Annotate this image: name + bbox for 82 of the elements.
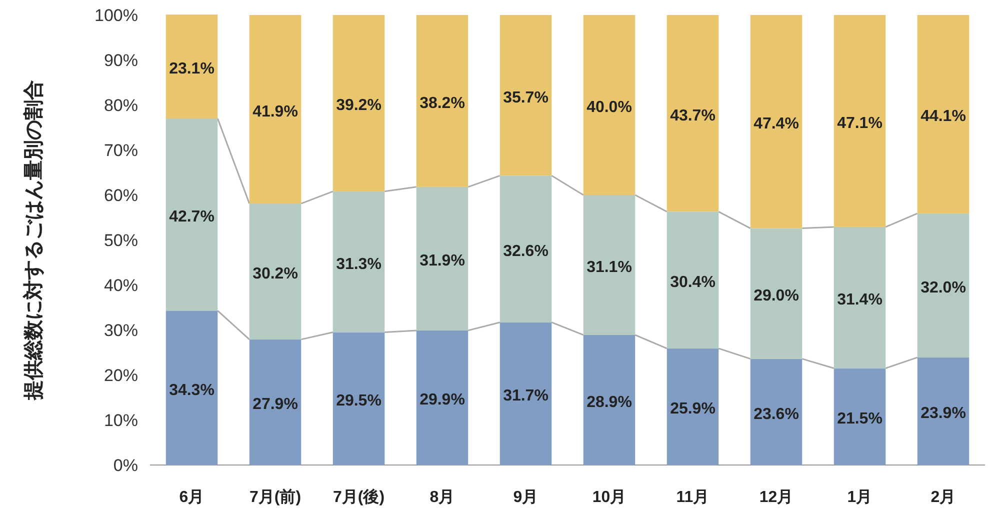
data-label: 23.6% xyxy=(754,406,799,423)
data-label: 29.5% xyxy=(336,392,382,410)
x-tick-label: 8月 xyxy=(430,489,455,506)
bar xyxy=(666,348,719,465)
bar xyxy=(500,322,552,465)
data-label: 38.2% xyxy=(420,94,465,112)
bar xyxy=(416,330,468,465)
bar xyxy=(500,176,552,322)
bar xyxy=(500,15,552,176)
bar xyxy=(583,195,636,335)
x-tick-label: 2月 xyxy=(930,489,956,506)
y-tick-label: 100% xyxy=(94,6,138,25)
bar xyxy=(166,310,218,465)
bar xyxy=(332,191,385,332)
x-tick-label: 10月 xyxy=(592,489,626,506)
bar xyxy=(583,15,636,195)
y-tick-label: 50% xyxy=(104,231,138,250)
data-label: 21.5% xyxy=(837,410,882,428)
data-label: 39.2% xyxy=(336,97,382,114)
data-label: 31.4% xyxy=(837,292,882,309)
bar xyxy=(750,358,802,465)
bar xyxy=(750,15,802,228)
data-label: 32.6% xyxy=(503,243,548,260)
y-tick-label: 60% xyxy=(104,186,138,205)
data-label: 31.9% xyxy=(420,252,465,270)
bar xyxy=(249,339,302,465)
data-label: 42.7% xyxy=(169,208,214,226)
data-label: 25.9% xyxy=(670,400,716,418)
bar xyxy=(834,226,886,368)
bar xyxy=(834,368,886,465)
x-tick-label: 12月 xyxy=(759,489,794,506)
data-label: 23.1% xyxy=(169,60,214,78)
bar xyxy=(332,15,385,192)
bar xyxy=(583,334,636,465)
data-label: 29.0% xyxy=(754,288,799,305)
y-tick-label: 90% xyxy=(104,51,138,70)
data-label: 29.9% xyxy=(420,392,465,409)
x-tick-label: 1月 xyxy=(847,489,872,506)
data-label: 27.9% xyxy=(252,396,298,414)
bar xyxy=(249,204,302,340)
data-label: 47.4% xyxy=(754,116,799,133)
bar xyxy=(416,15,468,187)
data-label: 34.3% xyxy=(169,382,214,399)
bar xyxy=(917,357,970,465)
bar xyxy=(166,118,218,311)
bar xyxy=(917,15,970,214)
data-label: 44.1% xyxy=(920,108,966,126)
data-label: 30.2% xyxy=(252,266,298,282)
y-tick-label: 80% xyxy=(104,96,138,115)
y-tick-label: 40% xyxy=(104,276,138,295)
data-label: 32.0% xyxy=(920,279,966,296)
x-tick-label: 6月 xyxy=(179,489,204,506)
y-tick-label: 20% xyxy=(104,366,138,385)
bar xyxy=(166,14,218,118)
y-tick-label: 30% xyxy=(104,321,138,340)
bar xyxy=(917,213,970,358)
bar xyxy=(666,15,719,212)
bar xyxy=(249,15,302,204)
data-label: 30.4% xyxy=(670,274,716,292)
bar xyxy=(332,332,385,465)
data-label: 47.1% xyxy=(837,114,882,132)
y-axis-title: 提供総数に対するごはん量別の割合 xyxy=(22,80,45,401)
y-tick-label: 70% xyxy=(104,141,138,160)
y-tick-label: 10% xyxy=(104,411,138,430)
data-label: 31.3% xyxy=(336,256,382,273)
bar xyxy=(750,228,802,359)
x-tick-label: 9月 xyxy=(513,489,538,506)
data-label: 43.7% xyxy=(670,107,716,124)
data-label: 41.9% xyxy=(252,103,298,120)
data-label: 35.7% xyxy=(503,89,548,106)
data-label: 40.0% xyxy=(586,99,632,116)
x-tick-label: 11月 xyxy=(676,489,710,506)
data-label: 23.9% xyxy=(920,405,966,422)
bar xyxy=(834,15,886,227)
x-tick-label: 7月(前) xyxy=(249,488,302,506)
data-label: 31.7% xyxy=(503,388,548,405)
bar xyxy=(416,186,468,330)
bar xyxy=(666,212,719,348)
data-label: 28.9% xyxy=(586,394,632,411)
data-label: 31.1% xyxy=(586,258,632,276)
y-tick-label: 0% xyxy=(113,456,138,475)
x-tick-label: 7月(後) xyxy=(332,488,385,506)
